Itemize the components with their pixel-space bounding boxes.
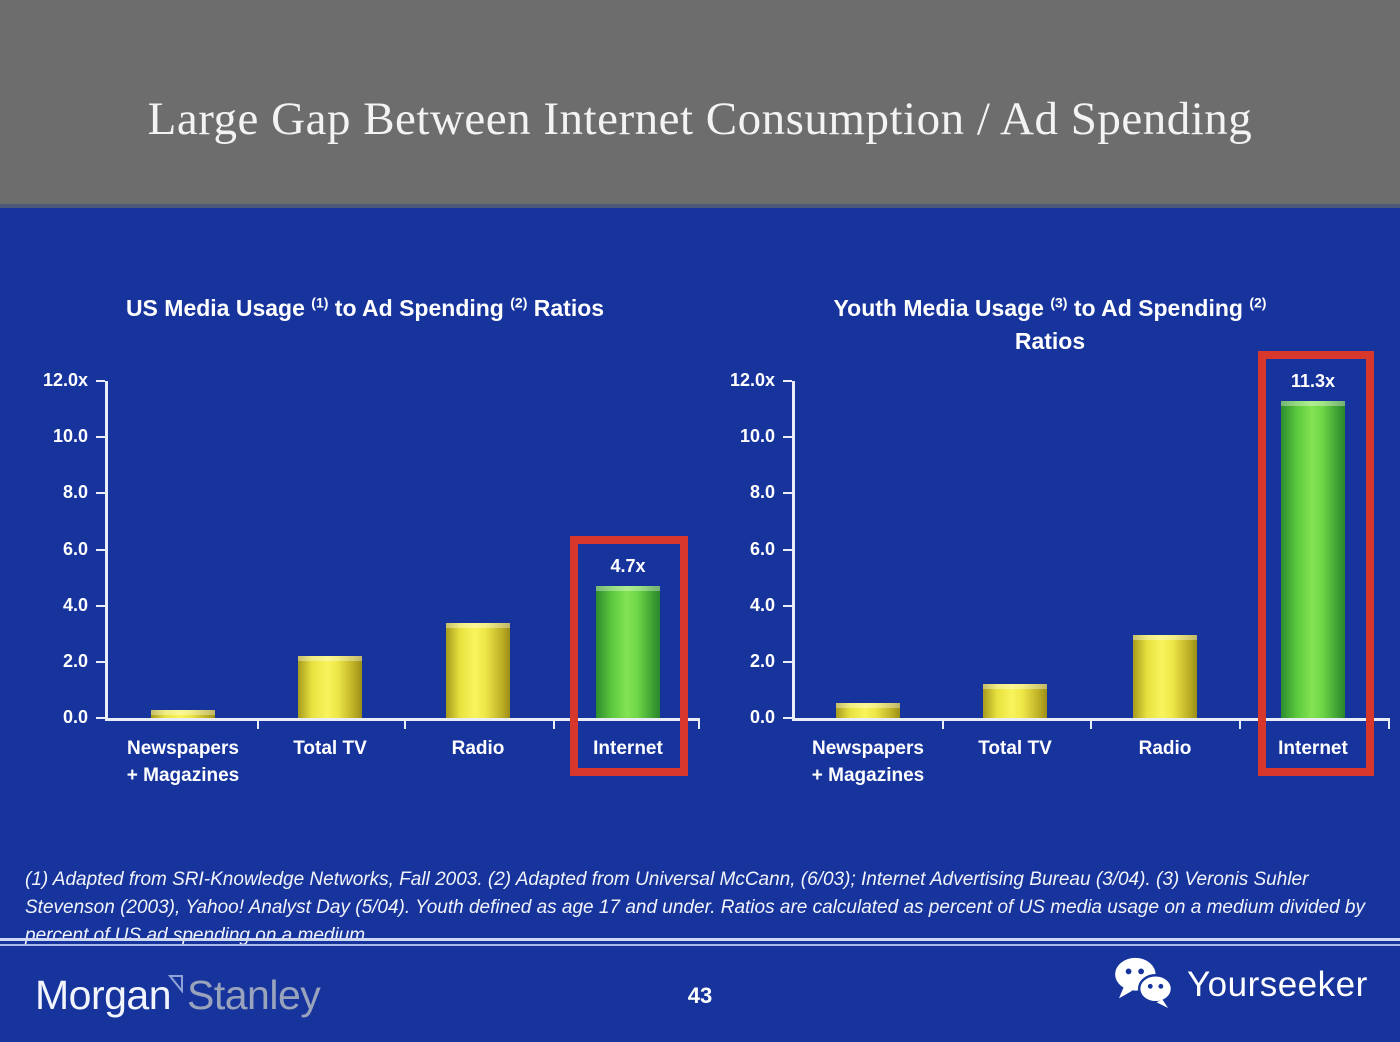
y-tick-label: 8.0 bbox=[749, 482, 775, 503]
bar-internet-highlight bbox=[596, 586, 660, 718]
y-tick bbox=[96, 717, 105, 719]
x-axis bbox=[105, 718, 700, 721]
x-tick bbox=[553, 721, 555, 729]
y-axis bbox=[105, 381, 108, 718]
y-tick-label: 2.0 bbox=[62, 650, 88, 671]
morgan-stanley-logo-part1: Morgan bbox=[35, 972, 172, 1018]
y-tick-label: 0.0 bbox=[749, 707, 775, 727]
y-tick bbox=[783, 548, 792, 551]
y-tick-label: 12.0x bbox=[729, 370, 775, 390]
x-axis-end-tick bbox=[698, 721, 700, 729]
y-tick bbox=[783, 660, 792, 663]
internet-highlight-box bbox=[1258, 351, 1374, 776]
category-label: Internet bbox=[1278, 738, 1348, 759]
y-tick bbox=[783, 717, 792, 719]
bar bbox=[1133, 635, 1197, 718]
x-tick bbox=[256, 721, 259, 729]
category-label: Internet bbox=[593, 738, 663, 759]
bar bbox=[836, 702, 900, 718]
yourseeker-logo: Yourseeker bbox=[1113, 956, 1368, 1013]
morgan-stanley-logo: Morgan Stanley bbox=[35, 972, 321, 1030]
bar bbox=[446, 622, 510, 718]
category-label: Newspapers + Magazines bbox=[811, 738, 925, 786]
y-tick bbox=[96, 660, 105, 663]
bar bbox=[151, 709, 215, 718]
bar-value-label: 4.7x bbox=[610, 556, 646, 576]
x-axis-end-tick bbox=[1388, 721, 1390, 729]
y-tick bbox=[783, 492, 792, 495]
chart-title-youth-media: Youth Media Usage (3) to Ad Spending (2)… bbox=[833, 294, 1267, 354]
x-tick bbox=[1090, 721, 1092, 729]
wechat-icon bbox=[1113, 956, 1175, 1013]
bar-value-label: 11.3x bbox=[1290, 370, 1336, 391]
title-bar: Large Gap Between Internet Consumption /… bbox=[0, 0, 1400, 208]
category-label: Radio bbox=[1138, 738, 1192, 759]
category-label: Total TV bbox=[978, 738, 1052, 759]
x-tick bbox=[1239, 721, 1241, 729]
page-number: 43 bbox=[687, 983, 713, 1008]
yourseeker-label: Yourseeker bbox=[1187, 964, 1368, 1004]
slide-title: Large Gap Between Internet Consumption /… bbox=[147, 93, 1253, 145]
y-tick-label: 6.0 bbox=[62, 538, 88, 559]
bar-internet-highlight bbox=[1281, 400, 1345, 718]
y-tick bbox=[96, 436, 105, 439]
x-axis bbox=[792, 718, 1390, 721]
y-tick-label: 10.0 bbox=[739, 426, 775, 447]
category-label: Total TV bbox=[293, 738, 367, 759]
bar bbox=[298, 656, 362, 718]
bar bbox=[983, 684, 1047, 718]
y-tick bbox=[96, 548, 105, 551]
category-label: Radio bbox=[451, 738, 505, 759]
footer-divider-top bbox=[0, 938, 1400, 941]
chart-title-us-media: US Media Usage (1) to Ad Spending (2) Ra… bbox=[125, 294, 605, 321]
morgan-stanley-triangle-icon bbox=[167, 956, 184, 1003]
y-tick-label: 4.0 bbox=[62, 594, 88, 615]
y-tick-label: 10.0 bbox=[52, 426, 88, 447]
footnote: (1) Adapted from SRI-Knowledge Networks,… bbox=[25, 869, 1365, 946]
morgan-stanley-logo-part2: Stanley bbox=[187, 972, 321, 1018]
y-axis bbox=[792, 381, 795, 718]
x-tick bbox=[404, 721, 406, 729]
y-tick bbox=[96, 380, 105, 382]
x-tick bbox=[941, 721, 944, 729]
y-tick-label: 2.0 bbox=[749, 650, 775, 671]
y-tick-label: 8.0 bbox=[62, 482, 88, 503]
y-tick bbox=[96, 604, 105, 607]
internet-highlight-box bbox=[570, 536, 688, 776]
category-label: Newspapers + Magazines bbox=[126, 738, 240, 786]
y-tick-label: 12.0x bbox=[42, 370, 88, 390]
y-tick-label: 4.0 bbox=[749, 594, 775, 615]
y-tick-label: 0.0 bbox=[62, 707, 88, 727]
y-tick-label: 6.0 bbox=[749, 538, 775, 559]
y-tick bbox=[783, 380, 792, 382]
footer-divider-bottom bbox=[0, 944, 1400, 946]
y-tick bbox=[783, 604, 792, 607]
y-tick bbox=[96, 492, 105, 495]
y-tick bbox=[783, 436, 792, 439]
